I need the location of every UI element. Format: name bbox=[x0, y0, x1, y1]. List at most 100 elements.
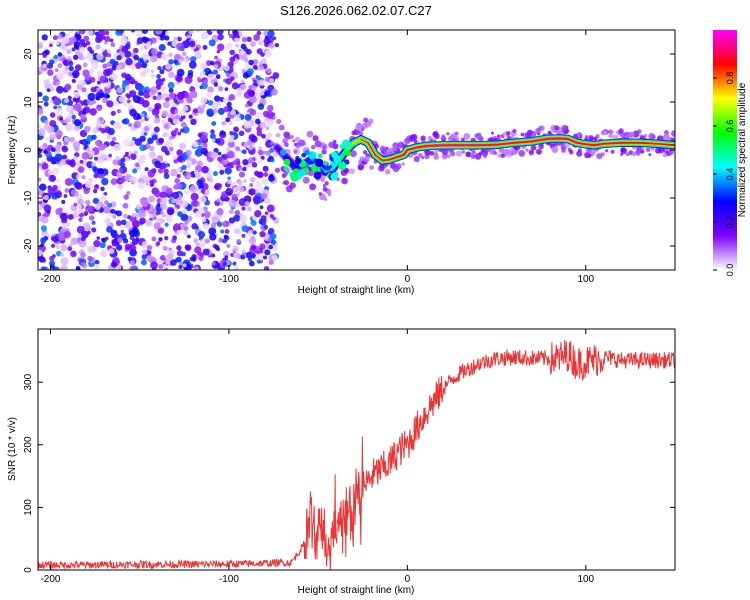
noise-cell bbox=[183, 91, 190, 99]
noise-cell bbox=[93, 240, 101, 248]
ridge-halo-cell bbox=[640, 149, 645, 154]
noise-cell bbox=[121, 45, 129, 53]
ridge-blob bbox=[338, 161, 347, 171]
noise-cell bbox=[111, 65, 117, 71]
noise-cell bbox=[135, 30, 143, 38]
noise-cell bbox=[49, 59, 55, 65]
colorbar-tick-label: 0.0 bbox=[725, 264, 735, 277]
ridge-halo-cell bbox=[294, 136, 301, 142]
ridge-halo-cell bbox=[506, 134, 511, 138]
noise-cell bbox=[93, 173, 99, 179]
noise-cell bbox=[233, 114, 242, 122]
noise-cell bbox=[267, 227, 275, 235]
noise-cell bbox=[174, 177, 181, 184]
noise-cell bbox=[199, 195, 207, 204]
ridge-halo-cell bbox=[427, 135, 432, 140]
noise-cell bbox=[238, 171, 246, 178]
noise-cell bbox=[55, 130, 63, 138]
noise-cell bbox=[141, 259, 147, 266]
ridge-halo-cell bbox=[447, 154, 451, 158]
noise-cell bbox=[204, 238, 210, 244]
noise-cell bbox=[205, 172, 213, 180]
ridge-halo-cell bbox=[554, 125, 560, 131]
noise-cell bbox=[67, 95, 72, 101]
noise-cell bbox=[144, 86, 150, 92]
noise-cell bbox=[252, 64, 258, 70]
ridge-halo-cell bbox=[648, 133, 656, 140]
ridge-halo-cell bbox=[668, 149, 675, 156]
ridge-halo-cell bbox=[432, 131, 439, 137]
noise-cell bbox=[150, 86, 158, 95]
noise-cell bbox=[241, 149, 247, 155]
noise-cell bbox=[81, 152, 90, 160]
noise-cell bbox=[258, 146, 263, 151]
ridge-halo-cell bbox=[577, 148, 582, 153]
noise-cell bbox=[268, 244, 273, 250]
noise-cell bbox=[216, 208, 224, 216]
noise-cell bbox=[91, 227, 97, 233]
noise-cell bbox=[140, 70, 147, 77]
noise-cell bbox=[73, 103, 81, 112]
noise-cell bbox=[138, 90, 144, 96]
noise-cell bbox=[131, 238, 139, 245]
noise-cell bbox=[169, 91, 175, 98]
noise-cell bbox=[105, 82, 111, 88]
noise-cell bbox=[175, 167, 181, 173]
noise-cell bbox=[39, 256, 46, 263]
noise-cell bbox=[120, 178, 125, 184]
noise-cell bbox=[54, 68, 59, 72]
noise-cell bbox=[79, 129, 88, 138]
noise-cell bbox=[101, 177, 109, 186]
noise-cell bbox=[264, 249, 271, 256]
ridge-halo-cell bbox=[363, 117, 369, 123]
noise-cell bbox=[116, 55, 122, 61]
noise-cell bbox=[42, 142, 48, 148]
noise-cell bbox=[218, 237, 224, 243]
noise-cell bbox=[216, 101, 222, 106]
ridge-halo-cell bbox=[447, 136, 453, 142]
noise-cell bbox=[106, 48, 112, 54]
noise-cell bbox=[122, 202, 129, 209]
noise-cell bbox=[150, 69, 155, 74]
noise-cell bbox=[158, 237, 163, 242]
noise-cell bbox=[182, 263, 187, 268]
noise-cell bbox=[42, 63, 47, 68]
noise-cell bbox=[92, 127, 99, 134]
noise-cell bbox=[50, 147, 56, 153]
noise-cell bbox=[133, 54, 140, 61]
noise-cell bbox=[267, 30, 275, 38]
noise-cell bbox=[217, 107, 225, 115]
noise-cell bbox=[235, 43, 239, 48]
noise-cell bbox=[229, 56, 236, 63]
noise-cell bbox=[38, 249, 43, 257]
noise-cell bbox=[246, 36, 252, 42]
noise-cell bbox=[149, 151, 156, 158]
noise-cell bbox=[228, 96, 233, 101]
noise-cell bbox=[219, 130, 227, 139]
ridge-halo-cell bbox=[595, 133, 600, 139]
noise-cell bbox=[152, 95, 157, 100]
noise-cell bbox=[250, 244, 257, 251]
noise-cell bbox=[47, 169, 54, 175]
noise-cell bbox=[223, 65, 230, 72]
noise-cell bbox=[202, 222, 210, 230]
ridge-segment bbox=[406, 146, 418, 151]
noise-cell bbox=[236, 37, 241, 42]
noise-cell bbox=[258, 158, 264, 164]
noise-cell bbox=[137, 57, 144, 64]
noise-cell bbox=[58, 162, 63, 168]
noise-cell bbox=[147, 169, 156, 178]
noise-cell bbox=[81, 138, 89, 146]
ridge-blob bbox=[301, 152, 307, 158]
noise-cell bbox=[185, 149, 192, 156]
noise-cell bbox=[117, 184, 123, 190]
noise-cell bbox=[125, 85, 132, 92]
noise-cell bbox=[78, 79, 85, 86]
noise-cell bbox=[244, 114, 252, 121]
noise-cell bbox=[49, 174, 57, 182]
ridge-halo-cell bbox=[471, 151, 475, 155]
noise-cell bbox=[240, 50, 245, 55]
noise-cell bbox=[132, 168, 138, 174]
noise-cell bbox=[274, 42, 280, 48]
noise-cell bbox=[202, 142, 208, 148]
